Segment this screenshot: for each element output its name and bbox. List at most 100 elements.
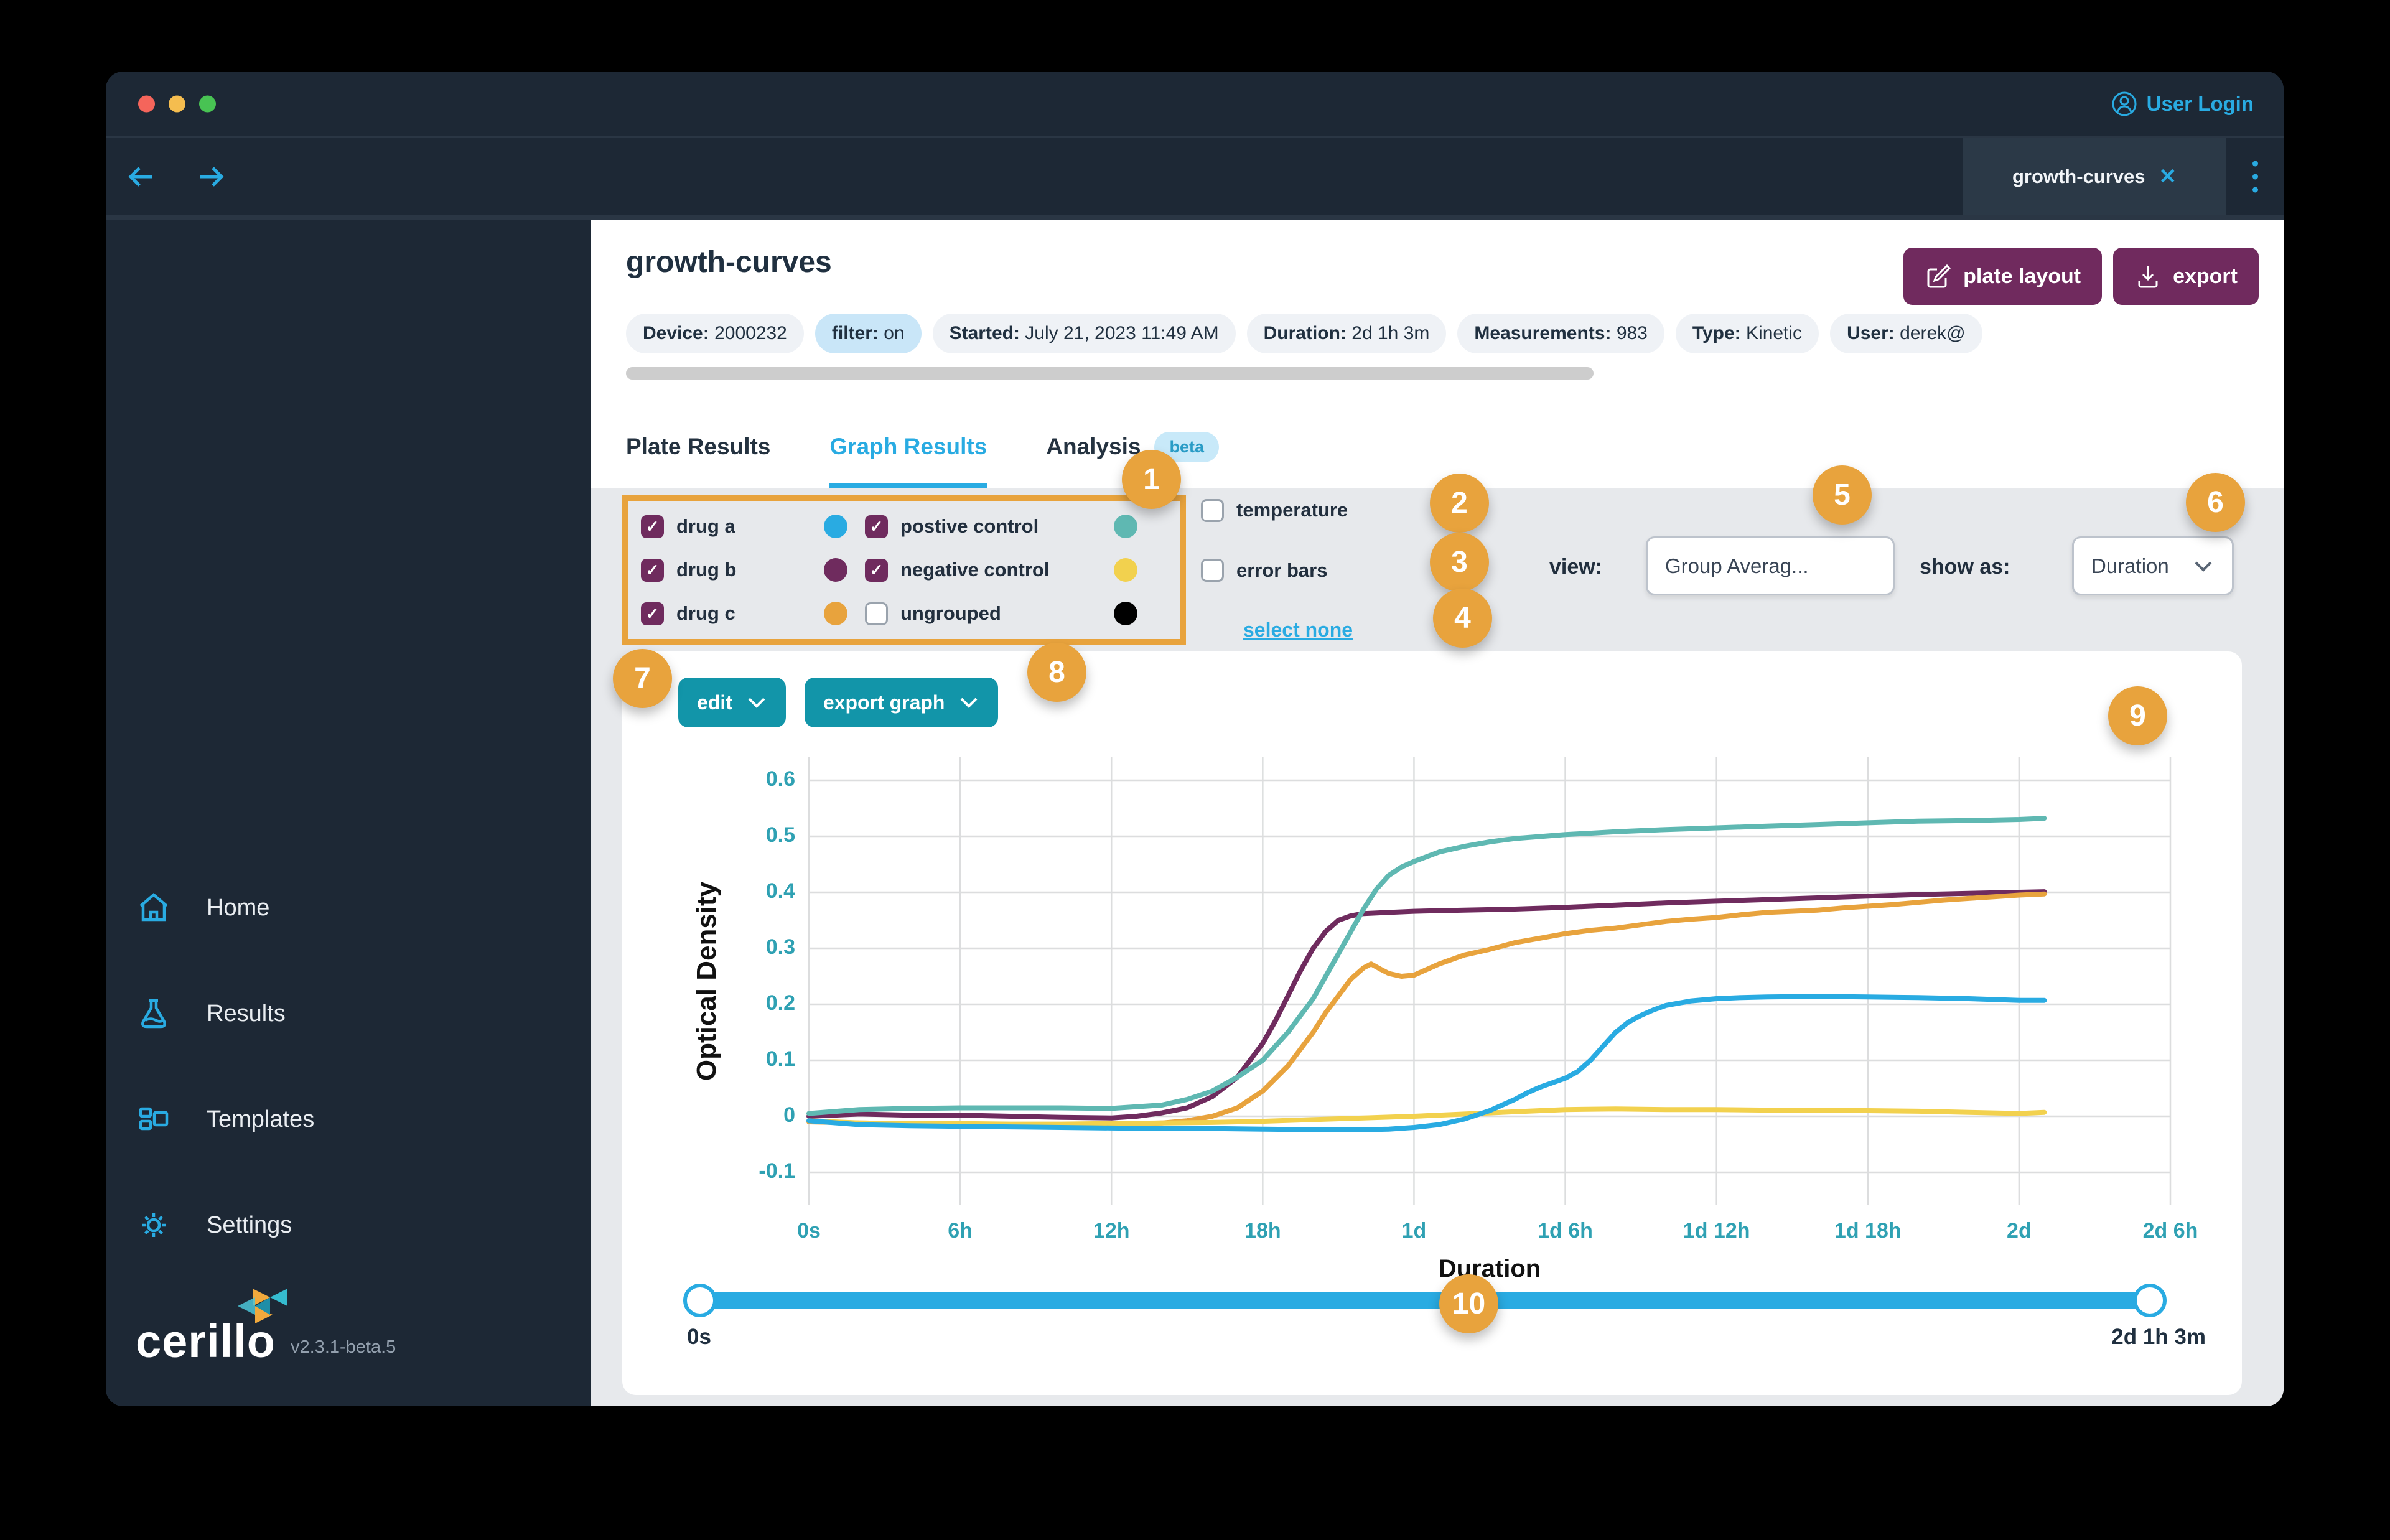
title-bar: User Login [106,72,2284,138]
legend-item-drug-c[interactable]: drug c [641,592,865,635]
user-login-button[interactable]: User Login [2111,90,2254,118]
checkbox-temperature[interactable] [1201,498,1224,522]
legend-item-error-bars[interactable]: error bars [1201,559,1462,582]
tab-plate-results[interactable]: Plate Results [626,434,771,459]
chip-user: User: derek@ [1830,314,1982,353]
main-content: growth-curves plate layout export [591,220,2284,1406]
sidebar-item-results[interactable]: Results [106,961,591,1066]
sidebar-item-label: Templates [207,1106,315,1132]
chip-type: Type: Kinetic [1675,314,1819,353]
legend-item-negative-control[interactable]: negative control [865,548,1155,592]
legend-controls-row: drug a drug b drug c [591,488,2284,651]
legend-item-temperature[interactable]: temperature [1201,498,1462,522]
annotation-1: 1 [1122,450,1181,509]
chevron-down-icon [2195,561,2212,572]
download-icon [2138,266,2158,288]
chip-started: Started: July 21, 2023 11:49 AM [932,314,1236,353]
svg-text:0: 0 [783,1103,795,1127]
legend-item-postive-control[interactable]: postive control [865,505,1155,548]
tab-label: growth-curves [2012,165,2145,187]
chevron-down-icon [748,698,765,708]
svg-text:2d: 2d [2007,1219,2032,1243]
maximize-window-icon[interactable] [199,95,216,113]
checkbox-postive-control[interactable] [865,515,888,538]
legend-item-drug-a[interactable]: drug a [641,505,865,548]
legend-item-ungrouped[interactable]: ungrouped [865,592,1155,635]
svg-text:Optical Density: Optical Density [691,881,722,1081]
sidebar-item-templates[interactable]: Templates [106,1066,591,1172]
chart-card: edit export graph 0.6 0.5 0.4 0.3 0.2 0.1 0 -0.… [622,651,2242,1395]
metadata-chips: Device: 2000232 filter: on Started: July… [626,314,2284,353]
svg-text:1d 18h: 1d 18h [1834,1219,1902,1243]
chip-device: Device: 2000232 [626,314,804,353]
chip-duration: Duration: 2d 1h 3m [1246,314,1447,353]
window-controls [138,95,216,113]
tab-graph-results[interactable]: Graph Results [829,406,987,488]
minimize-window-icon[interactable] [169,95,185,113]
slider-handle-max[interactable] [2133,1284,2167,1317]
show-as-select[interactable]: Duration [2072,536,2234,595]
results-tabs: Plate Results Graph Results Analysis bet… [591,406,2284,488]
extra-legend-column: temperature error bars select none [1201,498,1462,642]
app-window: User Login growth-curves ✕ [106,72,2284,1406]
app-version: v2.3.1-beta.5 [291,1337,396,1357]
svg-text:0.6: 0.6 [766,767,795,791]
slider-min-label: 0s [687,1325,711,1349]
checkbox-drug-c[interactable] [641,602,664,625]
flask-icon [141,999,166,1029]
svg-text:1d: 1d [1402,1219,1427,1243]
svg-text:0s: 0s [797,1219,821,1243]
annotation-7: 7 [613,649,672,708]
slider-handle-min[interactable] [683,1284,717,1317]
view-select[interactable]: Group Averag... [1646,536,1895,595]
export-graph-button[interactable]: export graph [804,678,999,727]
sidebar-item-label: Settings [207,1211,292,1238]
beta-badge: beta [1154,431,1220,462]
export-button[interactable]: export [2113,248,2259,305]
chips-scrollbar[interactable] [626,367,1594,380]
sidebar-item-settings[interactable]: Settings [106,1172,591,1278]
svg-text:0.4: 0.4 [766,879,795,903]
time-range-slider[interactable] [697,1292,2153,1309]
back-arrow-icon[interactable] [124,158,168,195]
home-icon [139,893,168,922]
svg-text:-0.1: -0.1 [759,1159,795,1183]
user-login-label: User Login [2146,92,2254,115]
checkbox-ungrouped[interactable] [865,602,888,625]
svg-text:0.1: 0.1 [766,1047,795,1071]
nav-bar: growth-curves ✕ [106,138,2284,220]
chevron-down-icon [961,698,978,708]
color-dot-negative-control [1114,558,1137,582]
annotation-8: 8 [1027,643,1086,702]
sidebar-item-home[interactable]: Home [106,855,591,961]
group-legend-highlight-box: drug a drug b drug c [622,495,1186,645]
graph-results-panel: drug a drug b drug c [591,488,2284,1406]
tab-growth-curves[interactable]: growth-curves ✕ [1963,138,2226,215]
checkbox-drug-b[interactable] [641,558,664,582]
checkbox-drug-a[interactable] [641,515,664,538]
page-title: growth-curves [626,246,832,279]
annotation-2: 2 [1430,474,1489,533]
edit-graph-button[interactable]: edit [678,678,786,727]
slider-max-label: 2d 1h 3m [2111,1325,2206,1349]
close-window-icon[interactable] [138,95,155,113]
select-none-link[interactable]: select none [1243,618,1353,641]
color-dot-ungrouped [1114,602,1137,625]
tab-analysis[interactable]: Analysis beta [1046,406,1220,488]
annotation-3: 3 [1430,533,1489,592]
legend-item-drug-b[interactable]: drug b [641,548,865,592]
user-icon [2112,91,2137,116]
tab-menu-kebab-icon[interactable] [2252,161,2258,192]
forward-arrow-icon[interactable] [184,158,228,195]
sidebar: Home Results Templates [106,220,591,1406]
plate-layout-button[interactable]: plate layout [1903,248,2103,305]
color-dot-drug-a [824,515,847,538]
tab-close-icon[interactable]: ✕ [2159,164,2177,189]
results-header: growth-curves plate layout export [591,220,2284,406]
checkbox-error-bars[interactable] [1201,559,1224,582]
chip-measurements: Measurements: 983 [1457,314,1664,353]
cerillo-logo: cerillo [136,1289,287,1365]
svg-text:6h: 6h [948,1219,973,1243]
svg-text:18h: 18h [1244,1219,1281,1243]
checkbox-negative-control[interactable] [865,558,888,582]
